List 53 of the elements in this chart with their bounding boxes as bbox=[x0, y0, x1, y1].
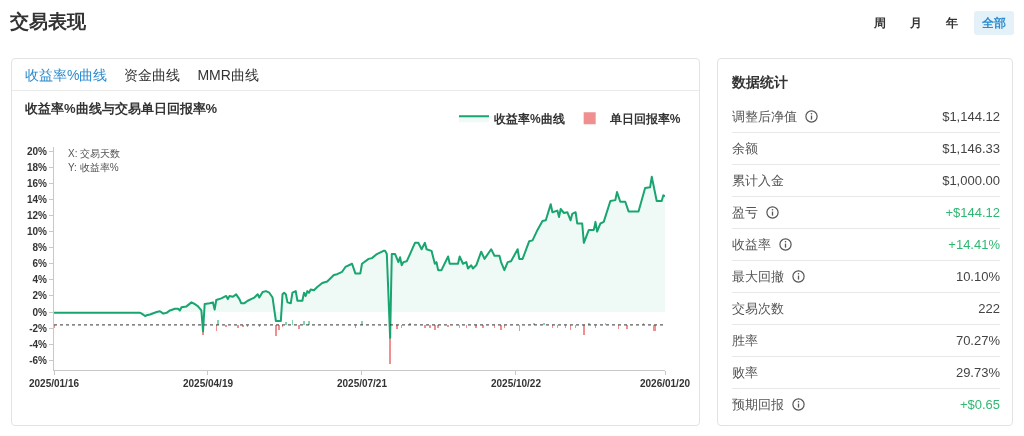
text: +14.41% bbox=[948, 237, 1000, 252]
text: $1,144.12 bbox=[942, 109, 1000, 124]
y-tick-label: -2% bbox=[29, 322, 48, 334]
category-label: 最大回撤 bbox=[732, 267, 784, 286]
y-tick-label: 14% bbox=[26, 193, 48, 205]
y-axis-title: Y: 收益率% bbox=[68, 162, 119, 173]
text: 29.73% bbox=[955, 365, 1000, 380]
text: 交易表现 bbox=[10, 10, 86, 34]
y-tick-label: 8% bbox=[32, 242, 48, 254]
y-tick-label: 10% bbox=[26, 226, 48, 238]
y-tick-label: -4% bbox=[29, 338, 48, 350]
y-tick-label: 20% bbox=[26, 145, 48, 157]
y-tick-label: 18% bbox=[26, 161, 48, 173]
y-tick-label: -6% bbox=[29, 354, 48, 366]
y-tick-label: 12% bbox=[26, 209, 48, 221]
text: MMR曲线 bbox=[197, 65, 259, 84]
button: 全部 bbox=[974, 11, 1014, 35]
category-label: 败率 bbox=[732, 363, 758, 382]
x-tick-label: 2025/04/19 bbox=[182, 378, 234, 389]
text: +$0.65 bbox=[959, 397, 1000, 412]
y-tick-label: 0% bbox=[32, 306, 48, 318]
category-label: 年 bbox=[945, 15, 959, 32]
category-label: 调整后净值 bbox=[732, 107, 797, 126]
text: 收益率%曲线 bbox=[25, 65, 108, 84]
category-label: 余额 bbox=[732, 139, 758, 158]
x-tick-label: 2025/10/22 bbox=[490, 378, 542, 389]
y-tick-label: 2% bbox=[32, 290, 48, 302]
text: 70.27% bbox=[955, 333, 1000, 348]
category-label: 盈亏 bbox=[732, 203, 758, 222]
x-tick-label: 2025/07/21 bbox=[336, 378, 388, 389]
y-tick-label: 6% bbox=[32, 258, 48, 270]
text: 资金曲线 bbox=[124, 65, 181, 84]
x-axis-title: X: 交易天数 bbox=[68, 148, 121, 159]
category-label: 交易次数 bbox=[732, 299, 784, 318]
y-tick-label: 16% bbox=[26, 177, 48, 189]
text: 数据统计 bbox=[732, 73, 788, 91]
text: $1,146.33 bbox=[942, 141, 1000, 156]
category-label: 预期回报 bbox=[732, 395, 784, 414]
category-label: 累计入金 bbox=[732, 171, 784, 190]
category-label: 收益率 bbox=[732, 235, 771, 254]
category-label: 月 bbox=[909, 15, 923, 32]
y-tick-label: 4% bbox=[32, 274, 48, 286]
legend-label: 单日回报率% bbox=[608, 111, 681, 126]
x-tick-label: 2025/01/16 bbox=[28, 378, 80, 389]
category-label: 胜率 bbox=[732, 331, 758, 350]
legend-label: 收益率%曲线 bbox=[494, 111, 565, 126]
text: $1,000.00 bbox=[942, 173, 1000, 188]
chart-title: 收益率%曲线与交易单日回报率% bbox=[25, 100, 218, 116]
category-label: 周 bbox=[873, 15, 887, 32]
x-tick-label: 2026/01/20 bbox=[639, 378, 691, 389]
text: 10.10% bbox=[955, 269, 1000, 284]
text: +$144.12 bbox=[945, 205, 1000, 220]
text: 222 bbox=[978, 301, 1000, 316]
